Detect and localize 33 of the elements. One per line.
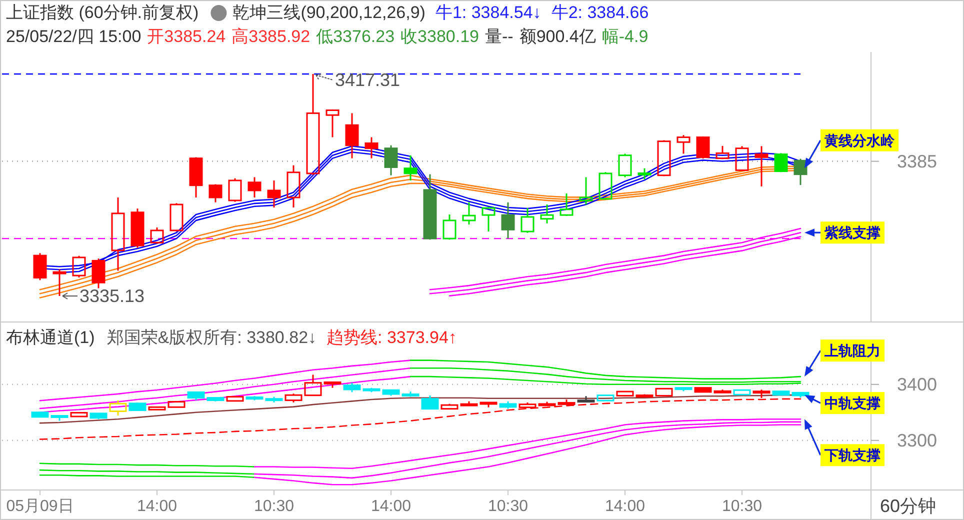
x-tick-label: 05月09日	[6, 498, 74, 515]
text: 中轨支撑	[824, 395, 880, 412]
y-tick-label: 3300	[897, 430, 938, 450]
text: 趋势线: 3373.94↑	[326, 328, 457, 347]
text: 60分钟	[880, 496, 936, 516]
text: 黄线分水岭	[824, 132, 896, 148]
text: 25/05/22/四 15:00	[6, 27, 142, 46]
x-tick-label: 14:00	[604, 498, 646, 515]
text: 牛2: 3384.66	[551, 3, 649, 22]
text: 开3385.24	[147, 27, 226, 46]
text: 幅-4.9	[602, 27, 648, 46]
text: 收3380.19	[400, 27, 479, 46]
text: 低3376.23	[316, 27, 395, 46]
x-tick-label: 14:00	[136, 498, 178, 515]
chart-title: 上证指数 (60分钟.前复权)	[6, 3, 199, 22]
text: 额900.4亿	[519, 27, 596, 46]
text: 上轨阻力	[824, 342, 880, 359]
text: 高3385.92	[232, 27, 310, 46]
x-tick-label: 14:00	[370, 498, 412, 515]
text: 郑国荣&版权所有: 3380.82↓	[106, 328, 317, 347]
text: 下轨支撑	[824, 447, 880, 464]
x-tick-label: 10:30	[722, 498, 762, 515]
text: 量--	[484, 27, 514, 46]
x-tick-label: 10:30	[488, 498, 528, 515]
text: 牛1: 3384.54↓	[435, 3, 542, 22]
x-tick-label: 10:30	[254, 498, 294, 515]
chart-title: 布林通道(1)	[6, 328, 95, 347]
annotation: 3335.13	[80, 286, 145, 306]
chart-subtitle: 乾坤三线(90,200,12,26,9)	[232, 3, 426, 22]
y-tick-label: 3400	[897, 374, 938, 394]
annotation: 3417.31	[335, 70, 400, 90]
ref-line-label: 3385	[897, 151, 938, 172]
text: 紫线支撑	[824, 224, 880, 241]
